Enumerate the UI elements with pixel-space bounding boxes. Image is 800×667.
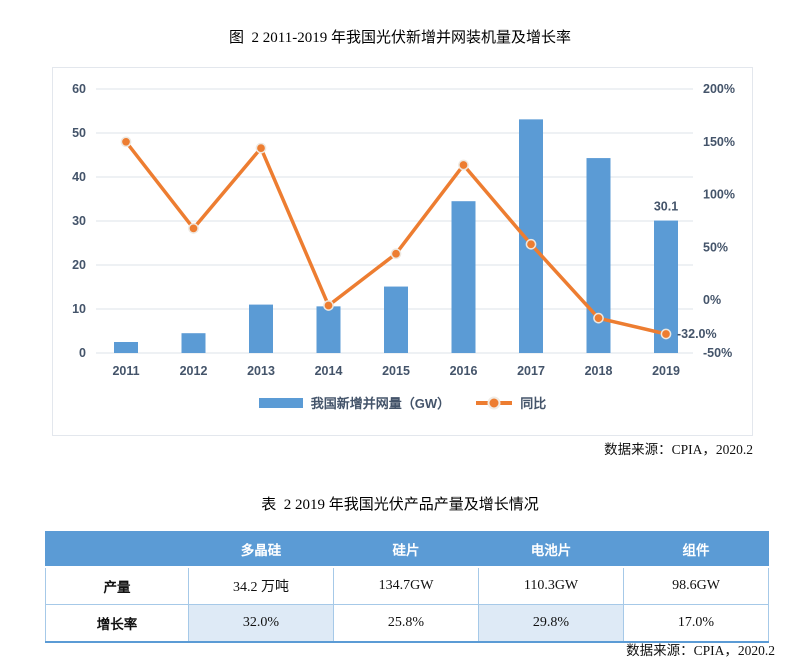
x-axis-label: 2011 xyxy=(112,364,139,378)
left-axis-tick: 30 xyxy=(72,214,86,228)
table-value-cell: 134.7GW xyxy=(333,566,479,605)
right-axis-tick: 50% xyxy=(703,240,728,254)
table-value-cell: 32.0% xyxy=(188,604,334,643)
x-axis-label: 2019 xyxy=(652,364,680,378)
line-marker xyxy=(660,328,672,340)
line-marker-icon xyxy=(487,396,501,409)
line-marker xyxy=(188,223,199,234)
left-axis-tick: 0 xyxy=(79,346,86,360)
left-axis-tick: 10 xyxy=(72,302,86,316)
chart-canvas: 0 10 20 30 40 50 60 -50% 0% 50% 100% 150% 200% 2011 20… xyxy=(72,82,735,378)
left-axis-tick: 20 xyxy=(72,258,86,272)
legend-label-bars: 我国新增并网量（GW） xyxy=(310,396,451,411)
table-caption: 表 2 2019 年我国光伏产品产量及增长情况 xyxy=(261,497,539,513)
bar xyxy=(114,342,138,353)
line-marker xyxy=(255,142,267,154)
table-header-cell-wafer: 硅片 xyxy=(333,531,479,568)
chart-legend: 我国新增并网量（GW） 同比 xyxy=(53,393,752,412)
bar xyxy=(451,201,476,353)
line-marker xyxy=(593,312,604,324)
data-label: 30.1 xyxy=(654,200,678,214)
x-axis-label: 2018 xyxy=(585,364,613,378)
chart-data-source: 数据来源：CPIA，2020.2 xyxy=(604,442,753,457)
legend-label-line: 同比 xyxy=(520,396,547,411)
bar xyxy=(384,286,408,353)
table-header-cell-empty xyxy=(45,531,189,568)
line-marker xyxy=(458,159,469,171)
line-marker xyxy=(525,238,537,250)
table-value-cell: 34.2 万吨 xyxy=(188,566,334,605)
table-value-cell: 17.0% xyxy=(623,604,769,643)
x-axis-label: 2016 xyxy=(450,364,478,378)
table-value-cell: 98.6GW xyxy=(623,566,769,605)
x-axis-label: 2015 xyxy=(382,364,410,378)
x-axis-label: 2012 xyxy=(180,364,208,378)
line-marker xyxy=(390,248,402,260)
bar xyxy=(181,333,206,353)
x-axis-label: 2014 xyxy=(315,364,343,378)
right-axis-tick: 0% xyxy=(703,293,721,307)
legend-item-line: 同比 xyxy=(476,393,546,412)
bar-swatch xyxy=(258,397,303,408)
right-axis-tick: -50% xyxy=(703,346,732,360)
line-marker xyxy=(120,136,132,148)
table-header-row: 多晶硅 硅片 电池片 组件 xyxy=(45,531,769,568)
right-axis-tick: 200% xyxy=(703,82,735,96)
legend-item-bars: 我国新增并网量（GW） xyxy=(258,393,451,412)
left-axis-tick: 60 xyxy=(72,82,86,96)
right-axis-tick: 100% xyxy=(703,188,735,202)
bar xyxy=(249,304,273,353)
table-label-cell: 增长率 xyxy=(45,604,189,643)
table-value-cell: 29.8% xyxy=(478,604,624,643)
figure-caption: 图 2 2011-2019 年我国光伏新增并网装机量及增长率 xyxy=(229,30,571,46)
data-label: -32.0% xyxy=(677,327,717,341)
left-axis-tick: 40 xyxy=(72,170,86,184)
table-value-cell: 25.8% xyxy=(333,604,479,643)
line-marker xyxy=(323,300,334,311)
table-header-cell-module: 组件 xyxy=(623,531,769,568)
pv-products-table: 多晶硅 硅片 电池片 组件 产量 34.2 万吨 134.7GW 110.3GW… xyxy=(45,531,769,643)
table-row-output: 产量 34.2 万吨 134.7GW 110.3GW 98.6GW xyxy=(45,566,769,605)
x-axis-label: 2017 xyxy=(517,364,545,378)
table-data-source: 数据来源：CPIA，2020.2 xyxy=(626,643,775,658)
combo-chart: 0 10 20 30 40 50 60 -50% 0% 50% 100% 150% 200% 2011 20… xyxy=(52,67,753,436)
left-axis-tick: 50 xyxy=(72,126,86,140)
x-axis-label: 2013 xyxy=(247,364,275,378)
bar xyxy=(316,306,341,353)
line-swatch xyxy=(476,396,513,409)
table-row-growth: 增长率 32.0% 25.8% 29.8% 17.0% xyxy=(45,604,769,643)
table-value-cell: 110.3GW xyxy=(478,566,624,605)
table-header-cell-polysilicon: 多晶硅 xyxy=(188,531,334,568)
bar xyxy=(586,158,611,353)
table-label-cell: 产量 xyxy=(45,566,189,605)
right-axis-tick: 150% xyxy=(703,135,735,149)
table-header-cell-cell: 电池片 xyxy=(478,531,624,568)
